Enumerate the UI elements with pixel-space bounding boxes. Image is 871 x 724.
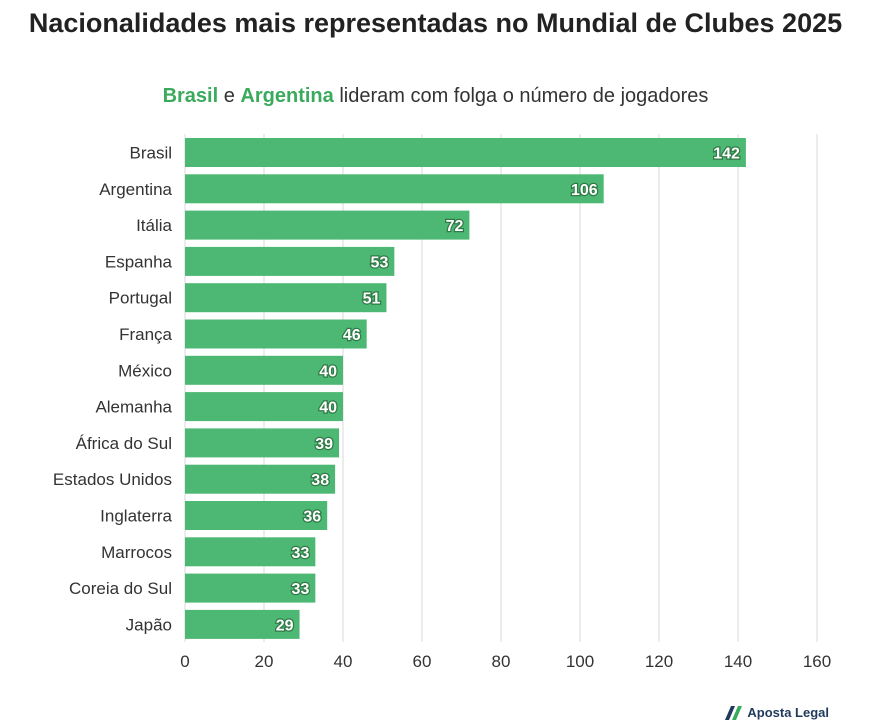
chart-title: Nacionalidades mais representadas no Mun…	[28, 8, 843, 38]
category-label: África do Sul	[76, 434, 172, 453]
bar	[185, 210, 470, 240]
category-label: Portugal	[109, 289, 172, 308]
subtitle-highlight-argentina: Argentina	[240, 85, 334, 107]
data-label: 40	[319, 363, 337, 380]
bar	[185, 174, 604, 204]
category-label: Brasil	[129, 144, 172, 163]
data-label: 51	[363, 291, 381, 308]
data-label: 29	[276, 617, 294, 634]
x-tick-label: 80	[492, 652, 511, 671]
data-label: 36	[303, 509, 321, 526]
bar	[185, 355, 343, 385]
x-tick-label: 100	[566, 652, 594, 671]
data-label: 106	[571, 182, 598, 199]
chart-subtitle: Brasil e Argentina lideram com folga o n…	[20, 83, 851, 109]
x-tick-label: 140	[724, 652, 752, 671]
bar	[185, 573, 316, 603]
x-tick-label: 0	[180, 652, 189, 671]
x-tick-label: 40	[334, 652, 353, 671]
brand-logo: Aposta Legal	[725, 705, 829, 720]
data-label: 53	[371, 254, 389, 271]
category-label: França	[119, 325, 172, 344]
bar	[185, 319, 367, 349]
x-tick-label: 20	[255, 652, 274, 671]
data-label: 38	[311, 472, 329, 489]
category-label: Inglaterra	[100, 507, 172, 526]
category-label: Japão	[126, 615, 172, 634]
category-label: Argentina	[99, 180, 172, 199]
x-tick-label: 60	[413, 652, 432, 671]
category-label: Espanha	[105, 252, 173, 271]
x-axis-ticks: 0 20 40 60 80 100 120 140 160	[180, 652, 831, 671]
bar	[185, 428, 340, 458]
category-label: México	[118, 361, 172, 380]
bar	[185, 392, 343, 422]
category-label: Itália	[136, 216, 172, 235]
data-label: 72	[446, 218, 464, 235]
x-tick-label: 120	[645, 652, 673, 671]
bar	[185, 138, 746, 167]
category-label: Marrocos	[101, 543, 172, 562]
logo-text: Aposta Legal	[747, 705, 829, 720]
bar	[185, 537, 316, 567]
subtitle-highlight-brasil: Brasil	[162, 85, 219, 107]
category-label: Alemanha	[95, 398, 172, 417]
category-label: Coreia do Sul	[69, 579, 172, 598]
data-label: 142	[713, 146, 740, 163]
data-label: 33	[292, 581, 310, 598]
data-label: 46	[343, 327, 361, 344]
bar	[185, 246, 395, 276]
bar	[185, 464, 336, 494]
chart-bars: 142 106 72 53 51 46 40 40 39 38 36 33 33 29	[185, 138, 746, 639]
bar	[185, 283, 387, 313]
data-label: 39	[315, 436, 333, 453]
data-label: 33	[292, 545, 310, 562]
bar	[185, 501, 328, 530]
subtitle-text: lideram com folga o número de jogadores	[333, 85, 709, 107]
category-label: Estados Unidos	[53, 470, 172, 489]
x-tick-label: 160	[803, 652, 831, 671]
category-labels: Brasil Argentina Itália Espanha Portugal Fran…	[53, 144, 173, 635]
data-label: 40	[319, 400, 337, 417]
aposta-legal-logo-icon	[725, 705, 743, 720]
subtitle-separator: e	[218, 85, 241, 107]
bar	[185, 609, 300, 639]
